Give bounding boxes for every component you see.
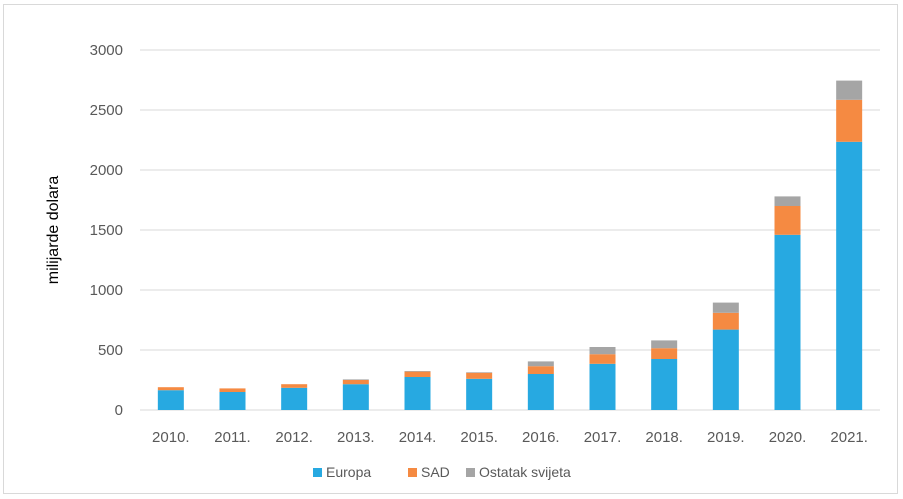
legend-label: Europa [326,464,371,480]
bar-sad [712,312,739,330]
x-tick-label: 2020. [769,429,807,446]
bar-sad [219,388,246,392]
bar-sad [651,348,678,359]
bar-europa [157,390,184,410]
y-tick-label: 3000 [90,42,123,59]
legend: Europa SAD Ostatak svijeta [313,464,571,480]
x-tick-label: 2018. [645,429,683,446]
x-axis-ticks: 2010. 2011. 2012. 2013. 2014. 2015. 2016. 2017.… [152,429,868,446]
bar-sad [281,384,308,388]
x-tick-label: 2016. [522,429,560,446]
gridlines [140,49,880,411]
x-tick-label: 2017. [584,429,622,446]
y-tick-label: 2000 [90,162,123,179]
bar-ostatak-svijeta [342,379,369,380]
bar-ostatak-svijeta [651,340,678,349]
bar-sad [774,206,801,235]
y-axis-label: milijarde dolara [45,176,62,285]
x-tick-label: 2021. [830,429,868,446]
bar-sad [342,380,369,385]
bar-europa [651,359,678,410]
x-tick-label: 2012. [275,429,313,446]
legend-label: Ostatak svijeta [479,464,571,480]
bar-europa [342,384,369,410]
y-tick-label: 1500 [90,222,123,239]
legend-swatch [408,468,417,477]
x-tick-label: 2014. [399,429,437,446]
bar-sad [527,366,554,374]
legend-label: SAD [421,464,450,480]
bar-europa [404,377,431,410]
bar-sad [404,371,431,377]
bar-europa [712,329,739,410]
y-tick-label: 0 [115,402,123,419]
legend-swatch [466,468,475,477]
bar-europa [774,234,801,410]
legend-swatch [313,468,322,477]
bar-sad [836,99,863,142]
bar-ostatak-svijeta [527,361,554,367]
bar-europa [527,374,554,410]
bar-ostatak-svijeta [774,196,801,206]
bar-ostatak-svijeta [589,347,616,355]
x-tick-label: 2010. [152,429,190,446]
y-axis-ticks: 0 500 1000 1500 2000 2500 3000 [90,42,123,419]
bar-sad [589,354,616,364]
bars [157,80,863,411]
bar-europa [219,392,246,410]
bar-europa [466,378,493,410]
bar-ostatak-svijeta [836,80,863,100]
chart-frame [3,4,898,494]
bar-ostatak-svijeta [466,372,493,373]
x-tick-label: 2019. [707,429,745,446]
y-tick-label: 2500 [90,102,123,119]
bar-europa [589,363,616,410]
x-tick-label: 2011. [214,429,250,446]
bar-europa [836,141,863,411]
bar-europa [281,387,308,410]
bar-sad [466,372,493,379]
bar-sad [157,387,184,391]
x-tick-label: 2013. [337,429,375,446]
x-tick-label: 2015. [460,429,498,446]
y-tick-label: 1000 [90,282,123,299]
y-tick-label: 500 [98,342,123,359]
bar-ostatak-svijeta [404,371,431,372]
bar-ostatak-svijeta [712,302,739,313]
